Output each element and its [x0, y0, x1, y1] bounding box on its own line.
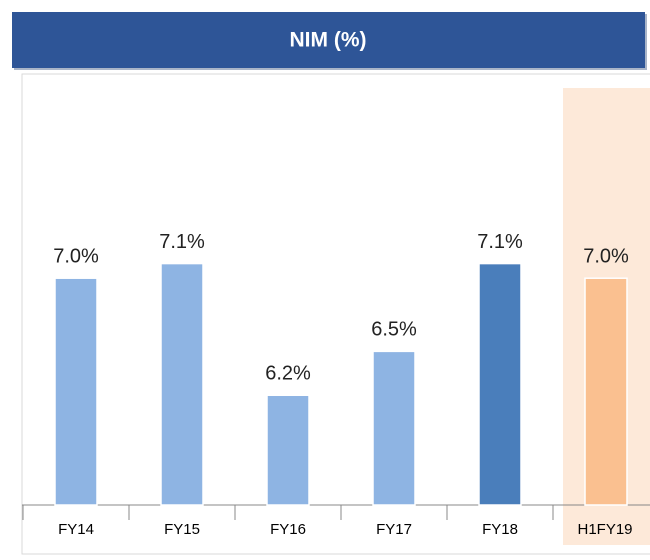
value-label: 7.1% [477, 231, 523, 253]
x-tick-label: FY15 [164, 521, 200, 538]
value-label: 6.5% [371, 319, 417, 341]
x-tick-label: FY17 [376, 521, 412, 538]
x-tick-label: FY16 [270, 521, 306, 538]
value-label: 7.1% [159, 231, 205, 253]
value-label: 6.2% [265, 363, 311, 385]
x-tick-label: FY14 [58, 521, 94, 538]
title-bar [12, 12, 645, 68]
x-tick-label: FY18 [482, 521, 518, 538]
x-tick-label: H1FY19 [577, 521, 632, 538]
bar [54, 277, 98, 506]
value-label: 7.0% [53, 245, 99, 267]
bar [266, 394, 310, 506]
bar [478, 262, 522, 506]
chart-title: NIM (%) [290, 29, 367, 52]
value-label: 7.0% [583, 245, 629, 267]
bar [584, 277, 628, 506]
bar [372, 350, 416, 506]
bar [160, 262, 204, 506]
chart-frame [21, 73, 650, 555]
